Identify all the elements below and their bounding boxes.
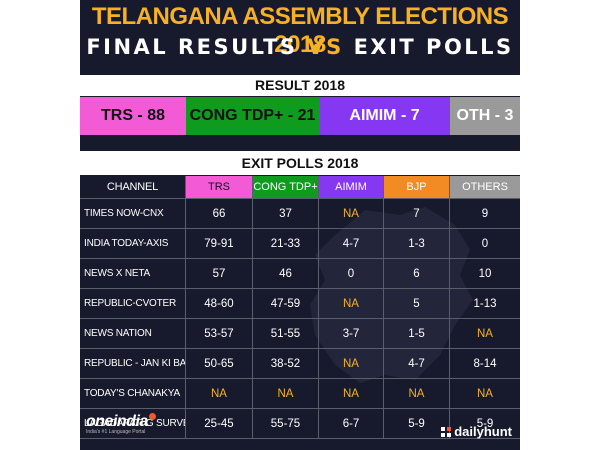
channel-name: NEWS NATION <box>80 319 186 349</box>
table-row: TODAY'S CHANAKYA NA NA NA NA NA <box>80 379 520 409</box>
oneindia-badge-icon <box>148 413 156 420</box>
infographic-card: TELANGANA ASSEMBLY ELECTIONS 2018 FINAL … <box>80 0 520 450</box>
table-cell: 6 <box>384 259 450 289</box>
result-badge: TRS - 88 <box>80 97 186 135</box>
table-row: NEWS X NETA 57 46 0 6 10 <box>80 259 520 289</box>
table-cell: NA <box>319 379 384 409</box>
column-header: TRS <box>186 176 253 199</box>
table-cell: 47-59 <box>253 289 319 319</box>
result-heading: RESULT 2018 <box>80 75 520 96</box>
table-header-row: CHANNEL TRS CONG TDP+ AIMIM BJP OTHERS <box>80 176 520 199</box>
result-row: TRS - 88 CONG TDP+ - 21 AIMIM - 7 OTH - 3 <box>80 97 520 135</box>
table-row: REPUBLIC - JAN KI BAAT50-6538-52NA4-78-1… <box>80 349 520 379</box>
oneindia-logo: oneindia India's #1 Language Portal <box>86 413 156 435</box>
sub-title-exit-polls: EXIT POLLS <box>353 35 514 59</box>
table-cell: 5-9 <box>384 409 450 439</box>
channel-name: TIMES NOW-CNX <box>80 199 186 229</box>
table-cell: 50-65 <box>186 349 253 379</box>
channel-name: TODAY'S CHANAKYA <box>80 379 186 409</box>
table-cell: 3-7 <box>319 319 384 349</box>
sub-title-final-results: FINAL RESULTS <box>86 35 298 59</box>
column-header: CONG TDP+ <box>253 176 319 199</box>
table-cell: NA <box>319 199 384 229</box>
table-cell: 9 <box>450 199 520 229</box>
table-cell: 51-55 <box>253 319 319 349</box>
dailyhunt-logo-text: dailyhunt <box>454 424 512 439</box>
result-badge: OTH - 3 <box>450 97 520 135</box>
channel-name: REPUBLIC-CVOTER <box>80 289 186 319</box>
dailyhunt-logo: dailyhunt <box>441 424 512 439</box>
table-cell: NA <box>253 379 319 409</box>
telangana-map-silhouette <box>310 207 473 383</box>
channel-name: REPUBLIC - JAN KI BAAT <box>80 349 186 379</box>
table-cell: 10 <box>450 259 520 289</box>
table-cell: 1-3 <box>384 229 450 259</box>
oneindia-logo-text: oneindia <box>86 413 148 430</box>
table-cell: 4-7 <box>319 229 384 259</box>
table-row: NEWS NATION 53-57 51-55 3-7 1-5 NA <box>80 319 520 349</box>
table-cell: 1-5 <box>384 319 450 349</box>
exit-polls-heading: EXIT POLLS 2018 <box>80 151 520 175</box>
table-cell: 21-33 <box>253 229 319 259</box>
main-title: TELANGANA ASSEMBLY ELECTIONS 2018 <box>91 3 509 58</box>
table-cell: NA <box>186 379 253 409</box>
table-cell: 46 <box>253 259 319 289</box>
sub-title-vs: VS <box>307 35 344 59</box>
dailyhunt-icon <box>441 426 452 437</box>
table-cell: NA <box>450 319 520 349</box>
table-cell: 0 <box>450 229 520 259</box>
table-cell: 79-91 <box>186 229 253 259</box>
channel-name: INDIA TODAY-AXIS <box>80 229 186 259</box>
table-row: LAGADAPATI G SURVEY 25-45 55-75 6-7 5-9 5-9 <box>80 409 520 439</box>
table-cell: NA <box>450 379 520 409</box>
table-cell: 38-52 <box>253 349 319 379</box>
table-cell: 48-60 <box>186 289 253 319</box>
table-cell: 66 <box>186 199 253 229</box>
oneindia-tagline: India's #1 Language Portal <box>86 429 146 435</box>
result-badge: CONG TDP+ - 21 <box>186 97 319 135</box>
table-cell: 25-45 <box>186 409 253 439</box>
table-cell: NA <box>319 289 384 319</box>
table-cell: 0 <box>319 259 384 289</box>
column-header: AIMIM <box>319 176 384 199</box>
table-cell: 5-9 <box>450 409 520 439</box>
column-header: BJP <box>384 176 450 199</box>
table-cell: 55-75 <box>253 409 319 439</box>
table-row: INDIA TODAY-AXIS 79-91 21-33 4-7 1-3 0 <box>80 229 520 259</box>
channel-name: LAGADAPATI G SURVEY <box>80 409 186 439</box>
result-badge: AIMIM - 7 <box>319 97 450 135</box>
table-row: TIMES NOW-CNX 66 37 NA 7 9 <box>80 199 520 229</box>
table-cell: 7 <box>384 199 450 229</box>
table-cell: NA <box>319 349 384 379</box>
table-cell: 8-14 <box>450 349 520 379</box>
table-row: REPUBLIC-CVOTER 48-60 47-59 NA 5 1-13 <box>80 289 520 319</box>
table-cell: 37 <box>253 199 319 229</box>
table-cell: 5 <box>384 289 450 319</box>
column-header: OTHERS <box>450 176 520 199</box>
table-cell: 1-13 <box>450 289 520 319</box>
table-cell: 57 <box>186 259 253 289</box>
table-cell: NA <box>384 379 450 409</box>
exit-polls-table: CHANNEL TRS CONG TDP+ AIMIM BJP OTHERS TIMES N… <box>80 176 520 439</box>
channel-name: NEWS X NETA <box>80 259 186 289</box>
table-cell: 6-7 <box>319 409 384 439</box>
table-cell: 53-57 <box>186 319 253 349</box>
table-cell: 4-7 <box>384 349 450 379</box>
sub-title: FINAL RESULTS VS EXIT POLLS <box>80 35 520 59</box>
column-header: CHANNEL <box>80 176 186 199</box>
